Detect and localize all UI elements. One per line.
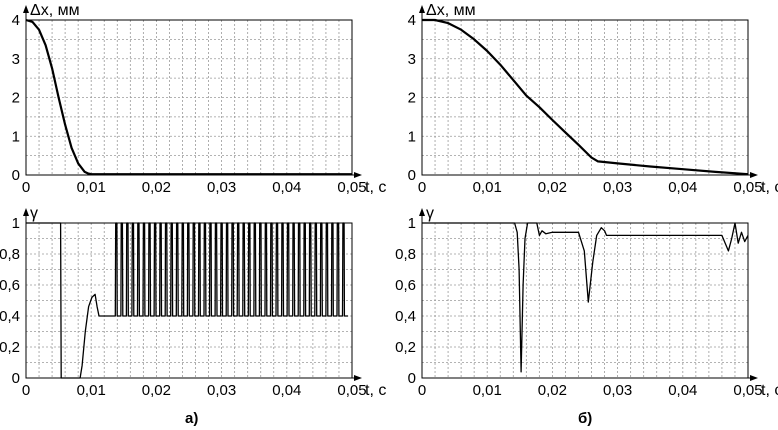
plot-frame [421, 222, 749, 379]
y-tick-label: 0,2 [395, 339, 416, 356]
x-tick-label: 0,03 [603, 382, 632, 399]
chart-a-top: 0 1 2 3 4 0 0,01 0,02 0,03 0,04 0,05 Δx, мм t, c [12, 2, 387, 196]
x-tick-label: 0,05 [337, 179, 366, 196]
y-tick-label: 0,4 [0, 308, 20, 325]
x-tick-label: 0 [22, 179, 30, 196]
x-tick-label: 0,02 [538, 382, 567, 399]
y-axis-arrowhead [419, 5, 425, 13]
y-tick-label: 2 [12, 90, 20, 107]
y-tick-label: 0 [408, 370, 416, 387]
chart-b-bottom: 0 0,2 0,4 0,6 0,8 1 0 0,01 0,02 0,03 0,04 0,05 γ t, c [395, 205, 778, 399]
y-tick-label: 3 [408, 51, 416, 68]
x-tick-label: 0,03 [207, 382, 236, 399]
y-tick-label: 0 [12, 167, 20, 184]
y-axis-arrowhead [23, 208, 29, 216]
y-tick-label: 1 [408, 215, 416, 232]
x-tick-label: 0,02 [538, 179, 567, 196]
y-tick-label: 0 [12, 370, 20, 387]
x-tick-label: 0,04 [272, 179, 301, 196]
y-tick-label: 0,6 [395, 277, 416, 294]
chart-a-bottom: 0 0,2 0,4 0,6 0,8 1 0 0,01 0,02 0,03 0,04 0,05 γ t, c [0, 205, 386, 399]
x-axis-label: t, c [365, 382, 386, 399]
x-axis-arrowhead [750, 375, 758, 381]
x-tick-label: 0,05 [733, 382, 762, 399]
y-tick-label: 0 [408, 167, 416, 184]
x-tick-label: 0,04 [668, 179, 697, 196]
y-tick-label: 2 [408, 90, 416, 107]
series-line-0 [25, 18, 352, 176]
x-tick-label: 0,04 [272, 382, 301, 399]
x-tick-label: 0,02 [142, 179, 171, 196]
x-tick-label: 0,02 [142, 382, 171, 399]
y-tick-label: 0,8 [0, 246, 20, 263]
y-axis-label: Δx, мм [426, 2, 476, 19]
x-tick-label: 0 [22, 382, 30, 399]
x-tick-label: 0 [418, 382, 426, 399]
chart-b-top: 0 1 2 3 4 0 0,01 0,02 0,03 0,04 0,05 Δx, мм t, c [408, 2, 778, 196]
x-axis-arrowhead [354, 375, 362, 381]
x-axis-arrowhead [354, 172, 362, 178]
caption-b: б) [578, 410, 592, 427]
x-tick-label: 0,05 [733, 179, 762, 196]
y-axis-arrowhead [419, 208, 425, 216]
y-tick-label: 0,6 [0, 277, 20, 294]
y-tick-label: 4 [12, 12, 20, 29]
y-tick-label: 1 [408, 128, 416, 145]
x-axis-label: t, c [761, 179, 778, 196]
x-tick-label: 0,04 [668, 382, 697, 399]
y-axis-label: γ [30, 205, 38, 222]
series-line-0 [422, 222, 749, 373]
series-line-0 [422, 18, 749, 176]
x-axis-arrowhead [750, 172, 758, 178]
y-tick-label: 1 [12, 215, 20, 232]
x-axis-label: t, c [761, 382, 778, 399]
plot-frame [421, 19, 749, 176]
y-tick-label: 4 [408, 12, 416, 29]
y-axis-label: γ [426, 205, 434, 222]
series-line-0 [26, 222, 349, 379]
x-tick-label: 0 [418, 179, 426, 196]
x-tick-label: 0,01 [473, 382, 502, 399]
x-tick-label: 0,01 [77, 179, 106, 196]
x-tick-label: 0,01 [77, 382, 106, 399]
caption-a: а) [185, 410, 198, 427]
x-tick-label: 0,01 [473, 179, 502, 196]
y-tick-label: 3 [12, 51, 20, 68]
y-axis-label: Δx, мм [30, 2, 80, 19]
y-tick-label: 0,2 [0, 339, 20, 356]
y-tick-label: 1 [12, 128, 20, 145]
x-tick-label: 0,03 [603, 179, 632, 196]
y-tick-label: 0,8 [395, 246, 416, 263]
x-tick-label: 0,05 [337, 382, 366, 399]
y-axis-arrowhead [23, 5, 29, 13]
y-tick-label: 0,4 [395, 308, 416, 325]
x-tick-label: 0,03 [207, 179, 236, 196]
x-axis-label: t, c [365, 179, 386, 196]
